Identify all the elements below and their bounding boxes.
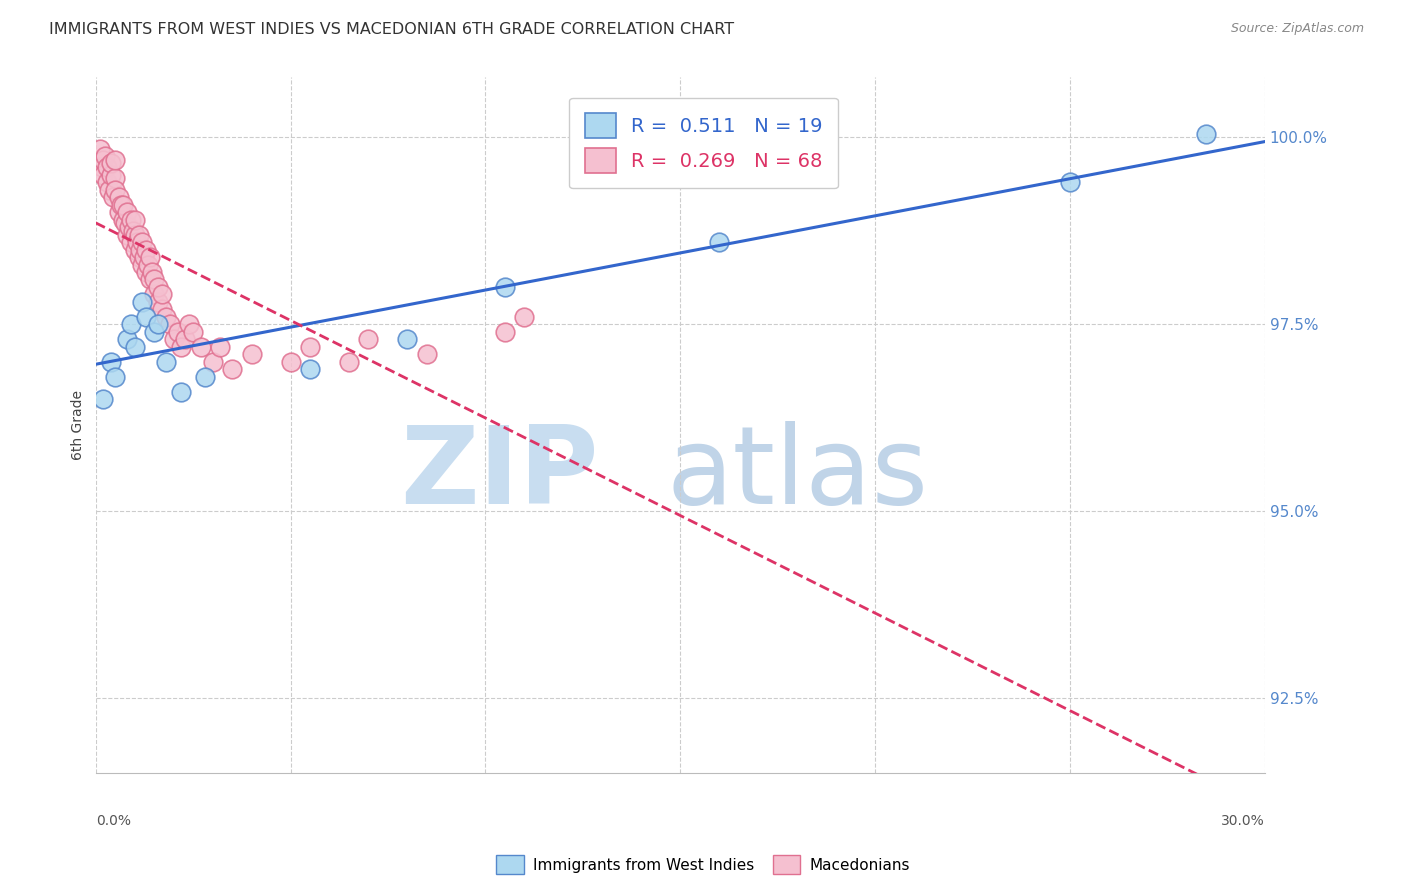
Point (146, 294, 169, 309)
Point (155, 355, 177, 369)
Point (136, 258, 159, 272)
Point (115, 227, 138, 242)
Point (146, 280, 169, 294)
Point (103, 190, 125, 204)
Point (93, 153, 115, 167)
Point (1195, 127, 1218, 141)
Point (513, 310, 536, 324)
Point (201, 355, 224, 369)
Point (96, 160, 118, 174)
Point (115, 332, 138, 346)
Text: 0.0%: 0.0% (96, 814, 131, 829)
Point (100, 156, 122, 170)
Point (128, 227, 150, 242)
Point (494, 325, 516, 339)
Point (114, 216, 136, 230)
Point (135, 310, 157, 324)
Point (100, 168, 122, 182)
Point (181, 325, 204, 339)
Point (129, 243, 152, 257)
Point (131, 294, 153, 309)
Point (416, 347, 439, 361)
Point (709, 235, 731, 249)
Point (159, 318, 181, 332)
Point (90, 160, 112, 174)
Point (104, 153, 127, 167)
Point (115, 205, 138, 219)
Point (357, 332, 380, 346)
Point (110, 197, 132, 211)
Point (150, 287, 173, 301)
Point (104, 183, 127, 197)
Point (111, 212, 134, 227)
Point (125, 235, 148, 249)
Point (298, 340, 321, 354)
Point (166, 325, 188, 339)
Text: 30.0%: 30.0% (1222, 814, 1265, 829)
Point (162, 332, 184, 346)
Point (240, 347, 263, 361)
Point (141, 265, 163, 279)
Point (96, 175, 118, 189)
Point (120, 318, 142, 332)
Point (93, 168, 115, 182)
Point (104, 369, 127, 384)
Point (155, 310, 177, 324)
Text: atlas: atlas (666, 421, 928, 527)
Point (179, 318, 201, 332)
Point (124, 212, 146, 227)
Point (170, 384, 193, 399)
Point (118, 220, 141, 235)
Point (298, 362, 321, 376)
Point (139, 250, 162, 264)
Point (108, 205, 131, 219)
Point (124, 340, 146, 354)
Point (111, 197, 134, 211)
Point (1059, 175, 1081, 189)
Y-axis label: 6th Grade: 6th Grade (72, 391, 86, 460)
Text: Source: ZipAtlas.com: Source: ZipAtlas.com (1230, 22, 1364, 36)
Point (494, 280, 516, 294)
Text: ZIP: ZIP (399, 421, 599, 527)
Point (139, 272, 162, 286)
Text: IMMIGRANTS FROM WEST INDIES VS MACEDONIAN 6TH GRADE CORRELATION CHART: IMMIGRANTS FROM WEST INDIES VS MACEDONIA… (49, 22, 734, 37)
Point (221, 362, 243, 376)
Point (194, 369, 217, 384)
Legend: R =  0.511   N = 19, R =  0.269   N = 68: R = 0.511 N = 19, R = 0.269 N = 68 (569, 97, 838, 188)
Point (170, 340, 193, 354)
Legend: Immigrants from West Indies, Macedonians: Immigrants from West Indies, Macedonians (491, 849, 915, 880)
Point (93, 392, 115, 407)
Point (396, 332, 419, 346)
Point (120, 235, 142, 249)
Point (174, 332, 197, 346)
Point (98, 183, 121, 197)
Point (135, 265, 157, 279)
Point (124, 243, 146, 257)
Point (143, 287, 166, 301)
Point (128, 250, 150, 264)
Point (190, 340, 212, 354)
Point (120, 212, 142, 227)
Point (100, 355, 122, 369)
Point (104, 171, 127, 186)
Point (337, 355, 360, 369)
Point (146, 318, 169, 332)
Point (121, 224, 143, 238)
Point (131, 235, 153, 249)
Point (108, 190, 131, 204)
Point (143, 325, 166, 339)
Point (135, 243, 157, 257)
Point (150, 302, 173, 317)
Point (94, 149, 117, 163)
Point (124, 227, 146, 242)
Point (131, 258, 153, 272)
Point (209, 340, 232, 354)
Point (89, 142, 111, 156)
Point (280, 355, 302, 369)
Point (134, 250, 156, 264)
Point (143, 272, 166, 286)
